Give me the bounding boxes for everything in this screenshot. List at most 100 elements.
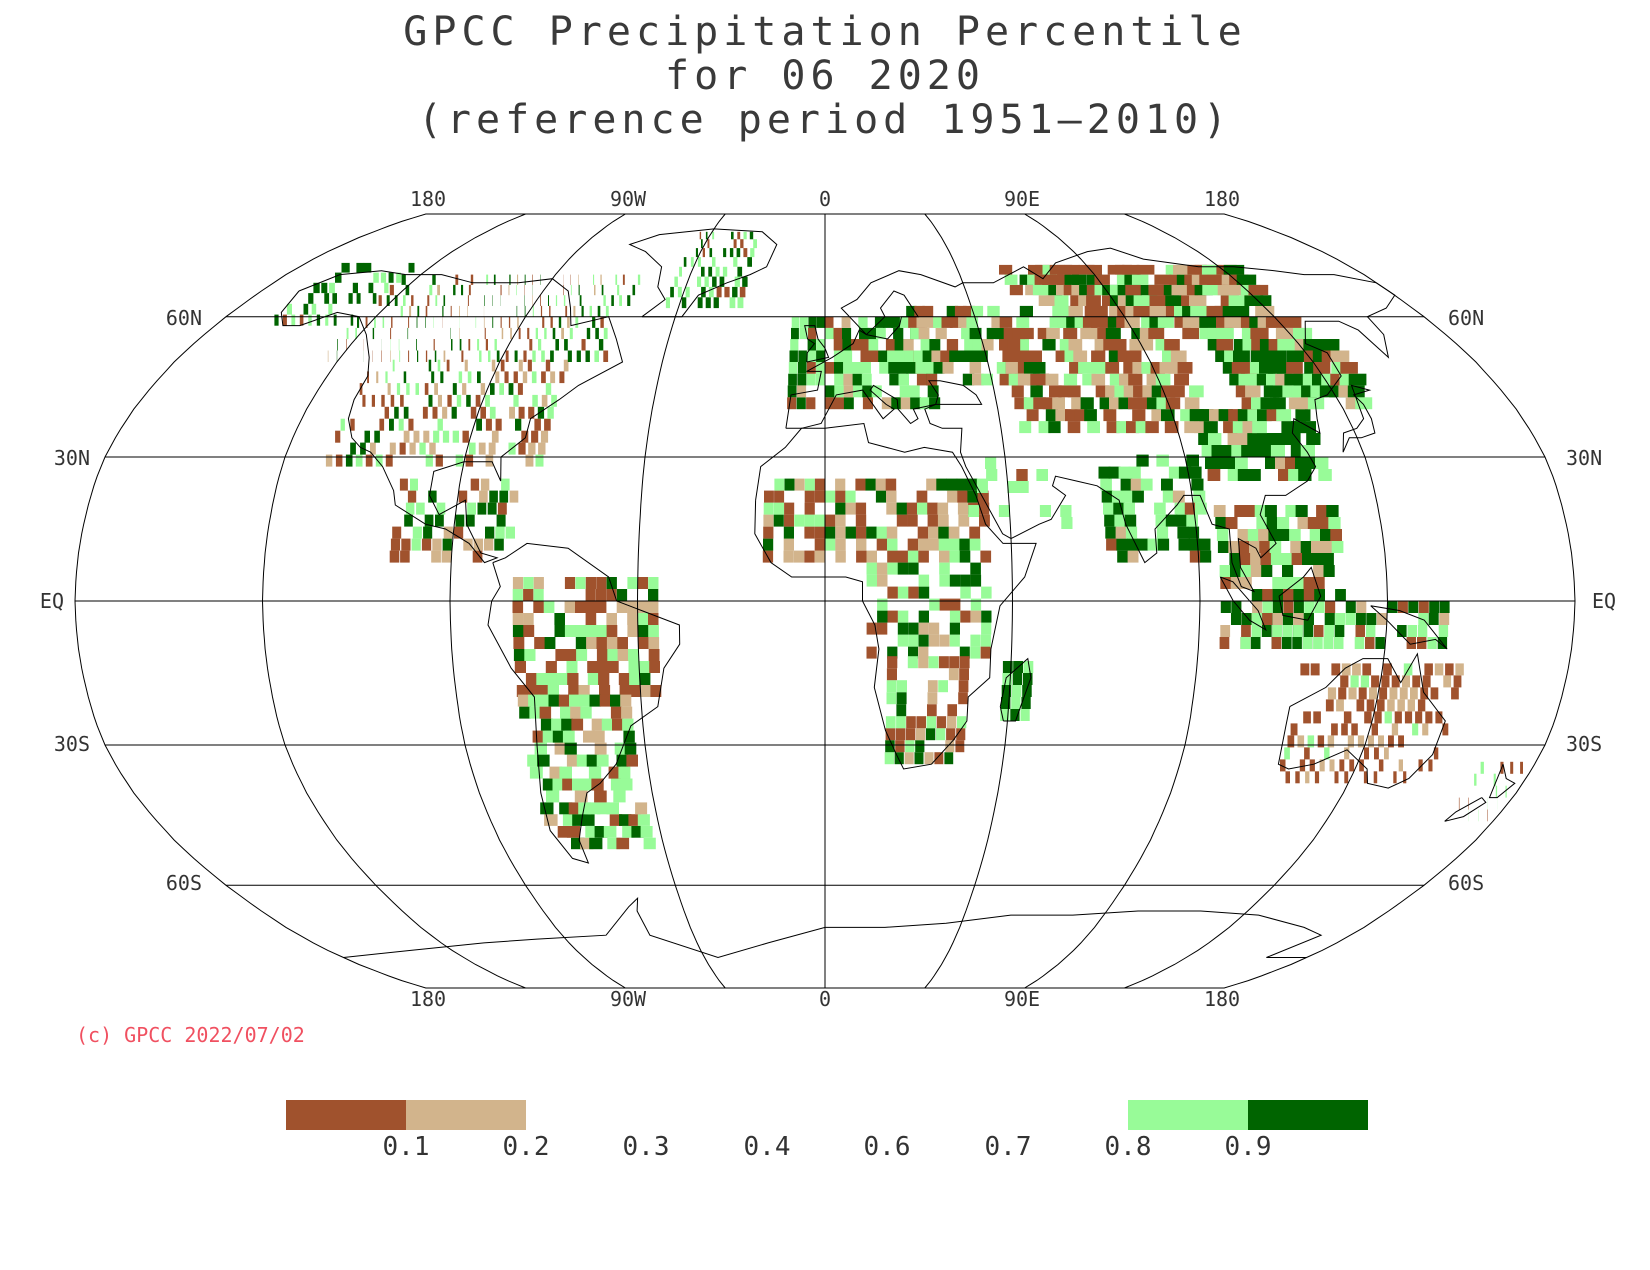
grid-cell: [491, 359, 496, 372]
grid-cell: [566, 661, 578, 673]
grid-cell: [1117, 550, 1129, 563]
grid-cell: [1049, 385, 1062, 398]
grid-cell: [816, 350, 825, 362]
grid-cell: [1215, 457, 1228, 469]
grid-cell: [1184, 502, 1197, 515]
grid-cell: [804, 490, 815, 503]
grid-cell: [616, 754, 629, 767]
grid-cell: [1282, 565, 1294, 577]
grid-cell: [410, 478, 418, 491]
grid-cell: [542, 730, 555, 743]
grid-cell: [600, 274, 602, 285]
grid-cell: [450, 305, 452, 317]
grid-cell: [1014, 362, 1028, 374]
grid-cell: [1189, 295, 1207, 306]
grid-cell: [554, 625, 566, 637]
grid-cell: [384, 282, 389, 294]
grid-cell: [1156, 454, 1169, 467]
grid-cell: [549, 305, 551, 317]
grid-cell: [906, 716, 916, 729]
grid-cell: [1168, 362, 1184, 374]
grid-cell: [533, 577, 544, 589]
grid-cell: [1289, 529, 1301, 541]
grid-cell: [1252, 295, 1272, 306]
grid-cell: [1325, 699, 1334, 712]
grid-cell: [928, 526, 939, 539]
grid-cell: [1063, 327, 1078, 340]
grid-cell: [865, 478, 876, 491]
grid-cell: [643, 837, 656, 850]
grid-cell: [480, 406, 486, 419]
grid-cell: [627, 625, 639, 637]
grid-cell: [1250, 327, 1269, 340]
grid-cell: [886, 668, 897, 681]
grid-cell: [887, 610, 898, 623]
grid-cell: [585, 826, 599, 838]
copyright-note: (c) GPCC 2022/07/02: [76, 1023, 305, 1047]
grid-cell: [937, 514, 949, 527]
grid-cell: [695, 248, 698, 258]
grid-cell: [1321, 541, 1333, 553]
grid-cell: [403, 295, 406, 306]
grid-cell: [523, 577, 534, 589]
grid-cell: [332, 293, 337, 304]
grid-cell: [423, 430, 430, 443]
grid-cell: [596, 649, 608, 661]
grid-cell: [773, 514, 784, 527]
grid-cell: [407, 490, 417, 503]
grid-cell: [505, 526, 515, 539]
grid-cell: [1251, 613, 1262, 625]
grid-cell: [1087, 362, 1101, 374]
grid-cell: [1036, 373, 1049, 386]
grid-cell: [1284, 747, 1290, 760]
grid-cell: [722, 266, 728, 277]
grid-cell: [381, 394, 385, 407]
cells-indonesia: [1240, 601, 1450, 649]
grid-cell: [611, 295, 614, 306]
grid-cell: [724, 286, 730, 298]
grid-cell: [1240, 637, 1251, 649]
grid-cell: [791, 316, 800, 328]
grid-cell: [1119, 373, 1134, 386]
grid-cell: [513, 649, 526, 661]
grid-cell: [637, 625, 649, 637]
grid-cell: [939, 598, 950, 611]
grid-cell: [1343, 711, 1352, 724]
grid-cell: [1474, 773, 1477, 786]
grid-cell: [986, 327, 999, 340]
grid-cell: [956, 478, 968, 491]
grid-cell: [335, 454, 343, 467]
grid-cell: [1165, 514, 1178, 527]
grid-cell: [638, 637, 649, 649]
grid-cell: [1314, 771, 1320, 784]
grid-cell: [1439, 613, 1450, 625]
grid-cell: [835, 514, 846, 527]
grid-cell: [764, 490, 774, 503]
grid-cell: [891, 316, 902, 328]
grid-cell: [815, 373, 825, 386]
grid-cell: [575, 316, 579, 328]
grid-cell: [572, 778, 585, 791]
grid-cell: [398, 418, 404, 431]
grid-cell: [1281, 553, 1293, 565]
grid-cell: [1302, 637, 1313, 649]
grid-cell: [424, 514, 434, 527]
grid-cell: [324, 293, 330, 304]
grid-cell: [788, 373, 797, 386]
grid-cell: [833, 327, 843, 340]
grid-cell: [1360, 675, 1369, 688]
grid-cell: [1298, 469, 1312, 481]
grid-cell: [532, 274, 533, 285]
grid-cell: [886, 526, 898, 539]
grid-cell: [1318, 517, 1331, 529]
grid-cell: [1216, 339, 1233, 351]
lon-label-top-180e: 180: [1204, 187, 1240, 211]
grid-cell: [868, 339, 879, 351]
grid-cell: [1322, 553, 1334, 565]
grid-cell: [451, 406, 457, 419]
grid-cell: [712, 276, 717, 287]
grid-cell: [947, 490, 958, 503]
grid-cell: [1139, 327, 1156, 340]
coastline-australia: [1277, 652, 1446, 789]
grid-cell: [1017, 373, 1031, 386]
